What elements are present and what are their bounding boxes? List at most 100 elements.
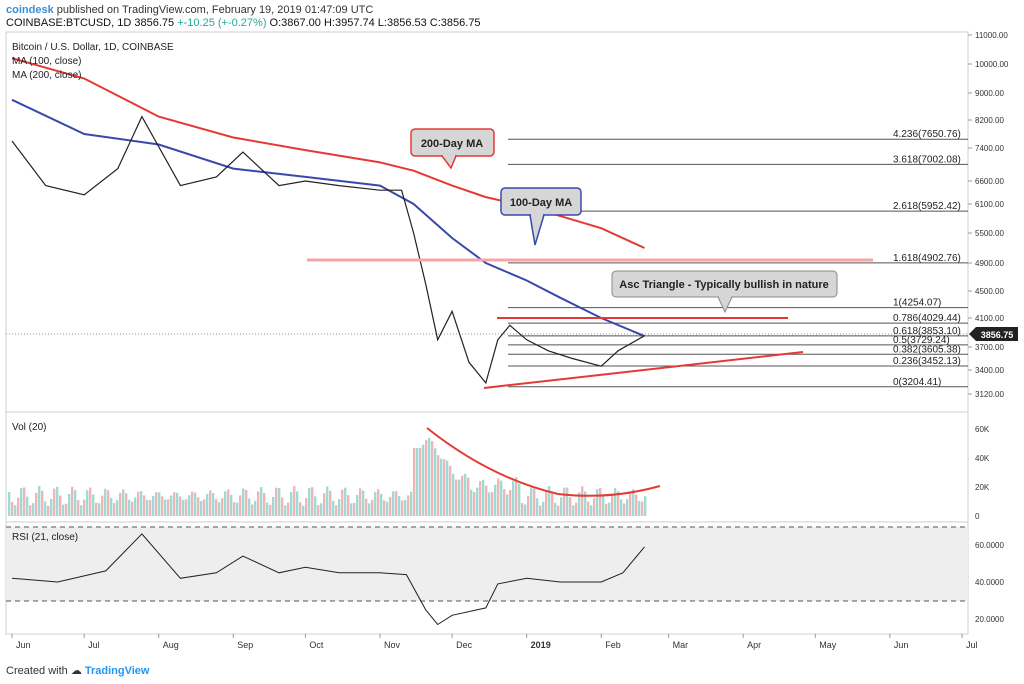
volume-bar xyxy=(194,492,197,516)
callout-100-day-ma-text: 100-Day MA xyxy=(510,197,572,209)
callout-asc-triangle: Asc Triangle - Typically bullish in natu… xyxy=(611,270,838,314)
fib-level-label: 4.236(7650.76) xyxy=(893,129,961,140)
price-axis-label: 5500.00 xyxy=(975,229,1004,238)
volume-bar xyxy=(461,475,464,516)
volume-bar xyxy=(401,500,404,516)
volume-bar xyxy=(509,490,512,516)
volume-bar xyxy=(323,493,326,516)
volume-bar xyxy=(554,502,557,516)
x-axis-label: Aug xyxy=(163,640,179,650)
x-axis-label: Nov xyxy=(384,640,401,650)
rsi-axis-label: 60.0000 xyxy=(975,541,1004,550)
volume-bar xyxy=(542,501,545,516)
volume-bar xyxy=(632,489,635,516)
volume-bar xyxy=(506,494,509,516)
volume-bar xyxy=(422,444,425,516)
ma200-line xyxy=(11,57,645,249)
volume-bar xyxy=(254,500,257,516)
volume-bar xyxy=(563,487,566,516)
volume-bar xyxy=(413,447,416,516)
x-axis-label: Jul xyxy=(966,640,978,650)
volume-bar xyxy=(320,503,323,516)
price-axis-label: 11000.00 xyxy=(975,31,1008,40)
volume-bar xyxy=(38,486,41,516)
volume-bar xyxy=(335,505,338,516)
volume-bar xyxy=(419,447,422,516)
volume-bar xyxy=(638,501,641,516)
volume-bar xyxy=(80,505,83,516)
chart-title: Bitcoin / U.S. Dollar, 1D, COINBASE xyxy=(12,42,174,53)
price-axis-label: 9000.00 xyxy=(975,89,1004,98)
volume-bar xyxy=(98,503,101,516)
volume-bar xyxy=(590,505,593,516)
volume-bar xyxy=(488,492,491,516)
volume-bar xyxy=(71,486,74,516)
volume-bar xyxy=(245,490,248,516)
rsi-band xyxy=(6,527,968,601)
volume-bar xyxy=(569,497,572,516)
volume-bar xyxy=(59,495,62,516)
volume-bar xyxy=(266,502,269,516)
volume-bar xyxy=(599,487,602,516)
volume-bar xyxy=(215,499,218,516)
volume-bar xyxy=(623,503,626,516)
volume-bar xyxy=(491,492,494,516)
volume-bar xyxy=(308,488,311,516)
volume-bar xyxy=(188,495,191,516)
price-axis-label: 3400.00 xyxy=(975,366,1004,375)
volume-bar xyxy=(305,498,308,516)
volume-bar xyxy=(119,492,122,516)
legend-ma200: MA (200, close) xyxy=(12,70,81,81)
volume-axis-label: 40K xyxy=(975,454,990,463)
volume-bar xyxy=(557,505,560,516)
volume-bar xyxy=(242,488,245,516)
volume-bar xyxy=(89,487,92,516)
volume-bar xyxy=(479,481,482,516)
fib-level-label: 2.618(5952.42) xyxy=(893,201,961,212)
volume-bar xyxy=(170,495,173,516)
volume-bar xyxy=(566,487,569,516)
volume-bar xyxy=(65,503,68,516)
volume-bar xyxy=(374,492,377,516)
volume-bar xyxy=(56,486,59,516)
volume-bar xyxy=(389,496,392,516)
volume-bar xyxy=(464,473,467,516)
volume-bar xyxy=(530,487,533,516)
volume-bar xyxy=(92,494,95,516)
volume-bar xyxy=(539,505,542,516)
volume-bar xyxy=(626,499,629,516)
volume-bar xyxy=(536,498,539,516)
volume-axis-label: 60K xyxy=(975,425,990,434)
volume-bar xyxy=(125,493,128,516)
volume-bar xyxy=(107,490,110,516)
volume-bar xyxy=(251,504,254,516)
volume-bar xyxy=(278,487,281,516)
volume-bar xyxy=(86,490,89,516)
volume-bar xyxy=(167,499,170,516)
volume-bar xyxy=(620,499,623,516)
volume-bar xyxy=(425,440,428,516)
x-axis-label: Sep xyxy=(237,640,253,650)
volume-bar xyxy=(518,483,521,516)
fib-level-label: 1(4254.07) xyxy=(893,298,941,309)
volume-bar xyxy=(62,504,65,516)
tradingview-brand: TradingView xyxy=(84,665,150,677)
last-price: 3856.75 xyxy=(134,17,175,29)
volume-bar xyxy=(416,448,419,516)
volume-bar xyxy=(173,492,176,516)
volume-curve xyxy=(426,427,661,497)
volume-bar xyxy=(584,491,587,516)
volume-bar xyxy=(446,460,449,516)
x-axis-label: 2019 xyxy=(531,640,551,650)
volume-bar xyxy=(140,491,143,516)
volume-bar xyxy=(494,484,497,516)
volume-bar xyxy=(602,495,605,516)
volume-bar xyxy=(104,488,107,516)
volume-bar xyxy=(593,498,596,516)
price-axis-label: 4900.00 xyxy=(975,259,1004,268)
x-axis-label: Dec xyxy=(456,640,473,650)
triangle-support-line xyxy=(483,351,804,389)
fib-level-label: 0.5(3729.24) xyxy=(893,335,950,346)
fib-level-label: 0(3204.41) xyxy=(893,377,941,388)
